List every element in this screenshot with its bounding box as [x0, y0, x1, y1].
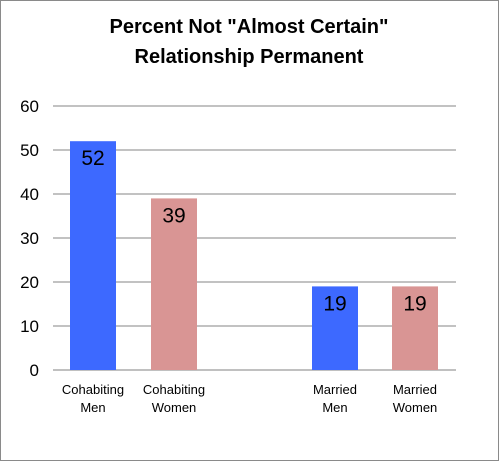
- chart-title-line-2: Relationship Permanent: [135, 46, 364, 68]
- y-tick-label: 30: [20, 229, 39, 248]
- y-tick-label: 40: [20, 185, 39, 204]
- y-tick-label: 50: [20, 141, 39, 160]
- chart-title-line-1: Percent Not "Almost Certain": [109, 16, 388, 38]
- data-label: 19: [323, 292, 346, 315]
- data-label: 19: [403, 292, 426, 315]
- y-tick-label: 20: [20, 273, 39, 292]
- category-label: Cohabiting: [143, 382, 205, 397]
- y-tick-label: 60: [20, 97, 39, 116]
- data-labels: 52 39 19 19: [81, 147, 426, 315]
- bar: [392, 286, 438, 370]
- data-label: 52: [81, 147, 104, 170]
- data-label: 39: [162, 204, 185, 227]
- bar: [312, 286, 358, 370]
- gridlines: [53, 105, 456, 371]
- y-axis-ticks: 0 10 20 30 40 50 60: [20, 97, 39, 380]
- bar: [151, 198, 197, 370]
- y-tick-label: 0: [30, 361, 39, 380]
- category-label: Men: [322, 400, 347, 415]
- y-tick-label: 10: [20, 317, 39, 336]
- category-label: Men: [80, 400, 105, 415]
- category-label: Women: [393, 400, 438, 415]
- category-labels: Cohabiting Men Cohabiting Women Married Men Ma…: [62, 382, 437, 415]
- bar: [70, 141, 116, 370]
- category-label: Married: [393, 382, 437, 397]
- category-label: Women: [152, 400, 197, 415]
- category-label: Married: [313, 382, 357, 397]
- bars: [70, 141, 438, 370]
- category-label: Cohabiting: [62, 382, 124, 397]
